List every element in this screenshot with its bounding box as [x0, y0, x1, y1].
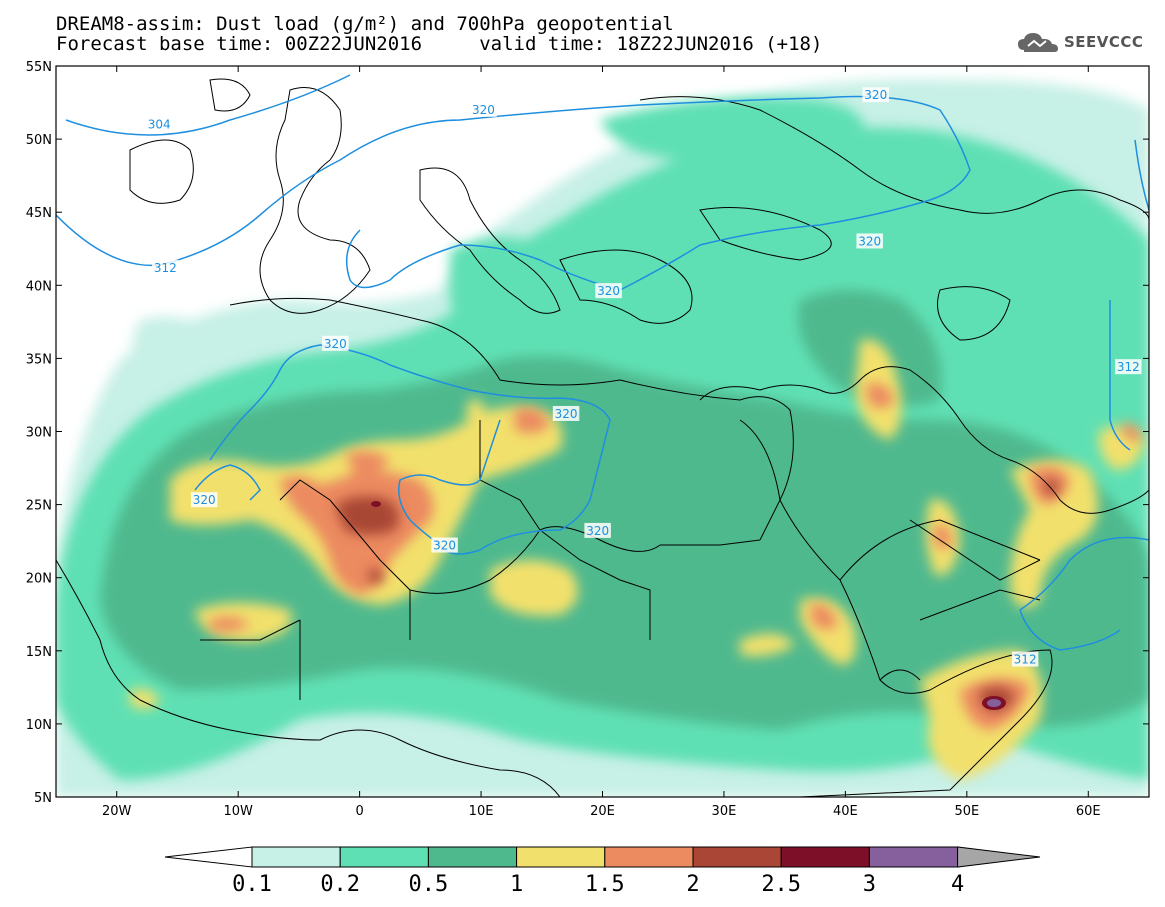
colorbar-swatch — [339, 846, 429, 868]
contour-label-bg — [190, 492, 218, 508]
contour-label: 320 — [472, 103, 495, 117]
contour-label-bg — [322, 335, 349, 351]
colorbar-label: 1 — [510, 872, 523, 897]
contour-label-bg — [856, 233, 883, 249]
colorbar-over-triangle — [957, 846, 1041, 868]
contour-label: 320 — [858, 234, 881, 248]
contour-label: 320 — [193, 493, 216, 507]
axes: 55N 50N 45N 40N 35N 30N 25N 20N 15N 10N 5N 20W 10W 0 1… — [26, 60, 1149, 819]
lat-tick-label: 40N — [26, 279, 52, 294]
lon-tick-label: 30E — [712, 804, 737, 819]
colorbar-label: 1.5 — [585, 872, 625, 897]
contour-label: 320 — [433, 539, 456, 553]
lon-tick-label: 0 — [355, 804, 363, 819]
colorbar-label: 3 — [863, 872, 876, 897]
colorbar-under-triangle — [164, 846, 253, 868]
contour-label: 320 — [597, 284, 620, 298]
lat-tick-label: 15N — [26, 645, 52, 660]
seevccc-logo: SEEVCCC — [1016, 30, 1143, 54]
map-area: 304 320 320 312 320 320 320 320 320 320 320 312 312 — [56, 66, 1149, 797]
lat-tick-label: 50N — [26, 133, 52, 148]
lon-tick-label: 10W — [223, 804, 253, 819]
contour-label-bg — [1011, 651, 1039, 667]
country-borders — [56, 78, 1149, 797]
geopotential-contours — [56, 74, 1149, 651]
contour-label-bg — [470, 101, 497, 117]
contour-304 — [65, 74, 351, 136]
logo-text: SEEVCCC — [1064, 33, 1144, 51]
lat-tick-label: 20N — [26, 572, 52, 587]
lon-tick-label: 20E — [590, 804, 615, 819]
lat-tick-label: 25N — [26, 499, 52, 514]
contour-label: 312 — [154, 261, 177, 275]
contour-label-bg — [431, 537, 458, 553]
contour-label-bg — [584, 522, 611, 538]
colorbar-swatch — [604, 846, 694, 868]
colorbar-label: 0.2 — [320, 872, 360, 897]
contour-labels: 304 320 320 312 320 320 320 320 320 320 320 312 312 — [145, 87, 1142, 667]
contour-label: 320 — [324, 337, 347, 351]
lat-tick-label: 5N — [34, 791, 52, 806]
lon-tick-label: 10E — [469, 804, 494, 819]
lat-tick-label: 30N — [26, 426, 52, 441]
contour-label-bg — [152, 259, 179, 275]
lat-tick-label: 55N — [26, 60, 52, 75]
colorbar-swatch — [427, 846, 518, 868]
contour-312-320-north — [56, 95, 971, 291]
contour-label-bg — [145, 116, 173, 132]
contour-label-bg — [1115, 359, 1142, 375]
colorbar-label: 2.5 — [761, 872, 801, 897]
lat-tick-label: 10N — [26, 718, 52, 733]
contour-label: 312 — [1014, 653, 1037, 667]
colorbar-swatch — [516, 846, 606, 868]
colorbar-label: 0.5 — [409, 872, 449, 897]
colorbar-label: 4 — [951, 872, 964, 897]
colorbar-swatch — [868, 846, 959, 868]
contour-label: 304 — [148, 117, 171, 131]
contour-label-bg — [862, 87, 889, 103]
colorbar-label: 0.1 — [232, 872, 272, 897]
colorbar-swatch — [780, 846, 870, 868]
colorbar-label: 2 — [686, 872, 699, 897]
map-subtitle: Forecast base time: 00Z22JUN2016 valid t… — [56, 33, 823, 55]
contour-label: 312 — [1117, 360, 1140, 374]
contour-label: 320 — [555, 407, 578, 421]
dust-3-region — [371, 501, 1006, 710]
lon-tick-label: 20W — [102, 804, 132, 819]
contour-label-bg — [595, 283, 622, 299]
contour-312-east — [1109, 300, 1131, 451]
lon-tick-label: 40E — [833, 804, 858, 819]
map-title: DREAM8-assim: Dust load (g/m²) and 700hP… — [56, 13, 674, 35]
colorbar-swatch — [251, 846, 341, 868]
lat-tick-label: 45N — [26, 206, 52, 221]
lat-tick-label: 35N — [26, 352, 52, 367]
contour-312-arabian-sea — [1019, 536, 1149, 651]
contour-320-west — [194, 464, 261, 501]
lon-tick-label: 60E — [1076, 804, 1101, 819]
contour-label-bg — [552, 405, 580, 421]
contour-label: 320 — [864, 88, 887, 102]
colorbar: 0.1 0.2 0.5 1 1.5 2 2.5 3 4 — [164, 846, 1041, 897]
contour-label: 320 — [586, 524, 609, 538]
colorbar-swatch — [692, 846, 782, 868]
contour-320-sahara — [209, 344, 611, 555]
contour-ne — [1134, 139, 1149, 211]
lon-tick-label: 50E — [954, 804, 979, 819]
cloud-icon — [1018, 33, 1058, 52]
